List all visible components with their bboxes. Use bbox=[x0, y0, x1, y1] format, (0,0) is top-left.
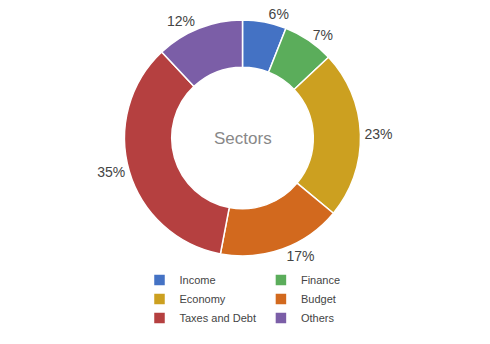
svg-text:7%: 7% bbox=[313, 27, 333, 43]
svg-text:Economy: Economy bbox=[180, 293, 226, 305]
svg-text:Taxes and Debt: Taxes and Debt bbox=[180, 312, 256, 324]
svg-text:Budget: Budget bbox=[301, 293, 336, 305]
svg-text:12%: 12% bbox=[167, 13, 195, 29]
svg-text:6%: 6% bbox=[269, 6, 289, 22]
svg-text:Income: Income bbox=[180, 274, 216, 286]
svg-text:Sectors: Sectors bbox=[214, 129, 272, 148]
svg-text:17%: 17% bbox=[286, 248, 314, 264]
svg-text:Finance: Finance bbox=[301, 274, 340, 286]
svg-text:Others: Others bbox=[301, 312, 335, 324]
svg-text:35%: 35% bbox=[97, 164, 125, 180]
svg-text:23%: 23% bbox=[364, 126, 392, 142]
